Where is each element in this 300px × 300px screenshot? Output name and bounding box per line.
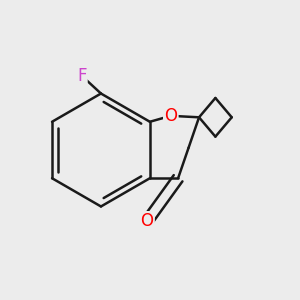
Text: O: O <box>140 212 154 230</box>
Text: O: O <box>164 107 177 125</box>
Text: F: F <box>77 67 86 85</box>
